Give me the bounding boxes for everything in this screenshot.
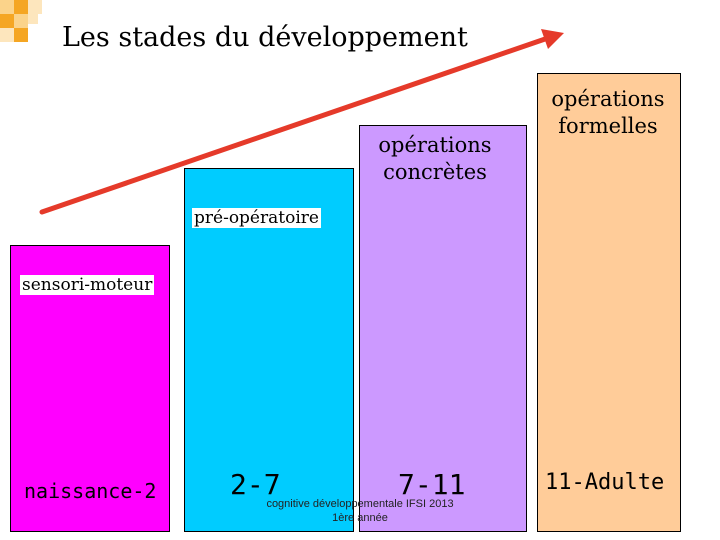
stage-label-pre-operatoire: pré-opératoire bbox=[192, 208, 321, 228]
stage-age-pre-operatoire: 2-7 bbox=[230, 468, 281, 501]
stage-age-operations-formelles: 11-Adulte bbox=[545, 470, 665, 495]
footer-caption: cognitive développementale IFSI 2013 1èr… bbox=[250, 497, 470, 525]
stage-label-operations-concretes: opérations concrètes bbox=[368, 132, 502, 186]
footer-line: 1ère année bbox=[332, 512, 388, 524]
stage-age-operations-concretes: 7-11 bbox=[398, 468, 466, 501]
corner-squares-decoration bbox=[0, 0, 42, 42]
stage-label-line: opérations bbox=[551, 87, 665, 111]
stage-bar-pre-operatoire bbox=[184, 168, 354, 532]
stage-label-line: concrètes bbox=[383, 160, 487, 184]
page-title: Les stades du développement bbox=[62, 22, 468, 53]
stage-age-sensori-moteur: naissance-2 bbox=[24, 479, 157, 503]
stage-label-operations-formelles: opérations formelles bbox=[540, 86, 676, 140]
stage-bar-operations-formelles bbox=[537, 73, 681, 532]
stage-label-sensori-moteur: sensori-moteur bbox=[20, 275, 155, 295]
stage-label-line: opérations bbox=[378, 133, 492, 157]
footer-line: cognitive développementale IFSI 2013 bbox=[266, 498, 454, 510]
stage-bar-operations-concretes bbox=[359, 125, 527, 532]
stage-label-line: formelles bbox=[558, 114, 658, 138]
